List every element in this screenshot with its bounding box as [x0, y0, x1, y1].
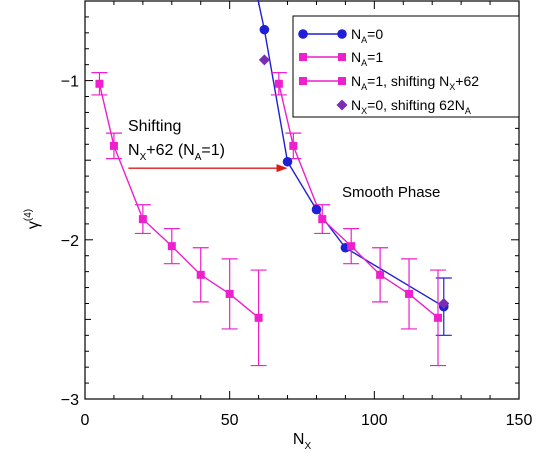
data-point-series-2	[376, 270, 385, 279]
y-tick-label: −3	[61, 392, 79, 409]
legend-marker-1	[299, 53, 307, 61]
legend-label-part: N	[351, 73, 361, 89]
y-tick-labels: −3 −2 −1	[61, 74, 79, 409]
legend-label-part: A	[465, 106, 471, 116]
y-axis-label: γ(4)	[23, 209, 42, 229]
data-point-series-2	[405, 289, 414, 298]
x-tick-label: 50	[221, 412, 239, 429]
shift-annotation-line1: Shifting	[128, 118, 181, 135]
legend-label-part: +62	[455, 73, 479, 89]
x-tick-label: 0	[81, 412, 90, 429]
legend-label-part: N	[351, 49, 361, 65]
legend-label-part: =1, shifting N	[367, 73, 449, 89]
x-axis-label: NX	[293, 431, 312, 452]
x-tick-label: 100	[361, 412, 388, 429]
legend-label-part: N	[351, 97, 361, 113]
data-point-series-1	[95, 79, 104, 88]
data-point-series-2	[347, 242, 356, 251]
x-tick-label: 150	[506, 412, 533, 429]
y-tick-label: −2	[61, 233, 79, 250]
legend-marker-2	[338, 77, 346, 85]
legend-label-part: N	[351, 26, 361, 42]
data-point-series-2	[289, 141, 298, 150]
legend-label-part: =0	[367, 26, 383, 42]
legend-label-part: A	[361, 58, 367, 68]
data-point-series-2	[318, 215, 327, 224]
legend-marker-2	[299, 77, 307, 85]
x-tick-labels: 0 50 100 150	[81, 412, 533, 429]
legend-box	[292, 15, 520, 118]
plot-frame	[84, 0, 520, 400]
data-point-series-1	[167, 242, 176, 251]
data-point-series-2	[274, 79, 283, 88]
legend-label-part: =1	[367, 49, 383, 65]
data-point-series-0	[311, 204, 322, 215]
data-point-series-1	[225, 289, 234, 298]
data-point-series-1	[196, 270, 205, 279]
legend-label-3: NX=0, shifting 62NA	[351, 97, 471, 116]
y-tick-label: −1	[61, 74, 79, 91]
data-point-series-0	[282, 156, 293, 167]
data-point-series-2	[433, 313, 442, 322]
shift-arrow-head	[276, 164, 288, 173]
legend-label-2: NA=1, shifting NX+62	[351, 73, 479, 92]
legend-label-part: X	[449, 82, 455, 92]
data-point-series-1	[254, 313, 263, 322]
shift-annotation-line2: NX+62 (NA=1)	[128, 142, 225, 163]
data-point-series-1	[138, 215, 147, 224]
legend-marker-3	[336, 99, 348, 111]
legend-label-part: A	[361, 35, 367, 45]
legend-marker-1	[338, 53, 346, 61]
data-point-series-3	[258, 54, 270, 66]
data-point-series-1	[109, 141, 118, 150]
legend-label-part: A	[361, 82, 367, 92]
error-bars	[91, 72, 452, 367]
data-point-series-0	[259, 24, 270, 35]
data-point-series-3	[438, 297, 450, 309]
legend-label-part: X	[361, 106, 367, 116]
legend-label-0: NA=0	[351, 26, 383, 45]
smooth-phase-label: Smooth Phase	[342, 184, 440, 201]
data-markers	[95, 24, 450, 322]
legend-label-1: NA=1	[351, 49, 383, 68]
legend-label-part: =0, shifting 62N	[367, 97, 465, 113]
legend-marker-0	[298, 29, 308, 39]
legend-marker-0	[337, 29, 347, 39]
